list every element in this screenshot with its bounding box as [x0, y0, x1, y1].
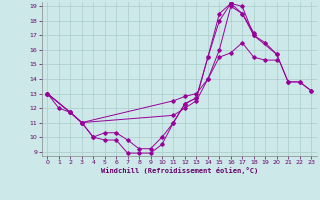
X-axis label: Windchill (Refroidissement éolien,°C): Windchill (Refroidissement éolien,°C)	[100, 167, 258, 174]
